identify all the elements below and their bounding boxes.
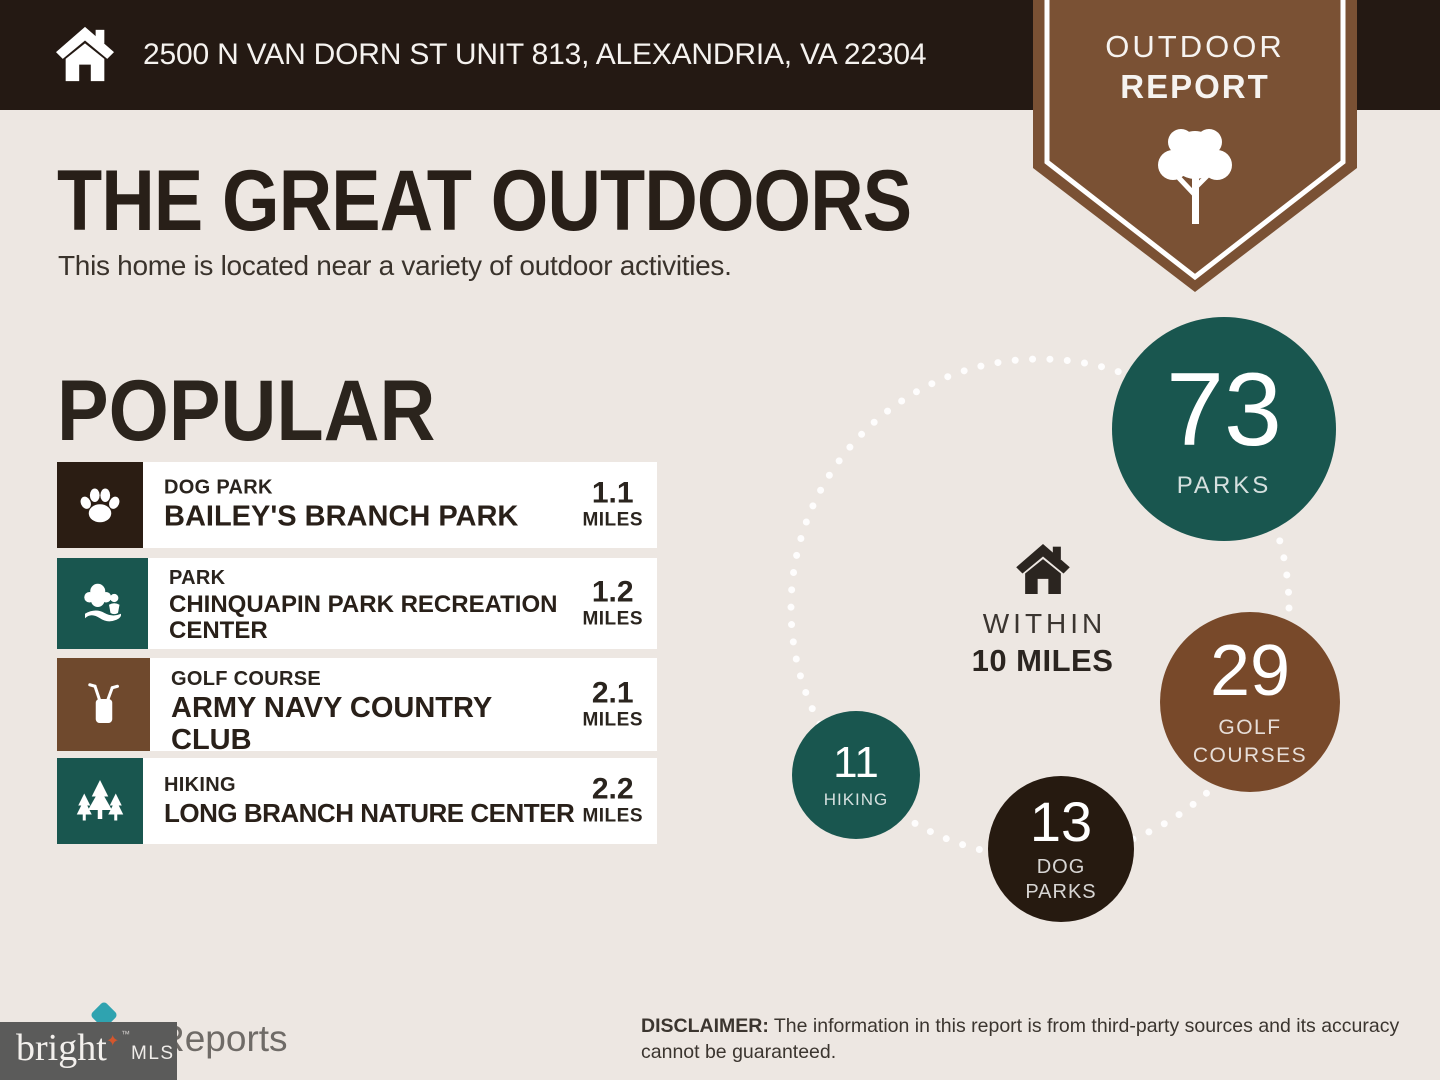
hiking-count-bubble: 11 HIKING xyxy=(792,711,920,839)
popular-row-park: PARK CHINQUAPIN PARK RECREATION CENTER 1… xyxy=(57,558,657,649)
row-distance: 2.2 MILES xyxy=(582,772,643,828)
dog-paw-icon xyxy=(80,488,120,523)
pine-trees-icon xyxy=(76,780,124,821)
popular-row-hiking: HIKING LONG BRANCH NATURE CENTER 2.2 MIL… xyxy=(57,758,657,844)
row-body: HIKING LONG BRANCH NATURE CENTER 2.2 MIL… xyxy=(143,758,657,844)
row-distance: 1.2 MILES xyxy=(582,577,643,630)
row-icon-tile xyxy=(57,758,143,844)
partial-reports-logo: Reports xyxy=(158,1018,288,1059)
golf-courses-count: 29 xyxy=(1209,631,1291,712)
row-icon-tile xyxy=(57,658,150,751)
popular-section-title: POPULAR xyxy=(57,363,436,459)
page-title: THE GREAT OUTDOORS xyxy=(57,153,912,249)
distance-unit: MILES xyxy=(582,608,643,629)
row-category: PARK xyxy=(169,567,226,589)
disclaimer-label: DISCLAIMER: xyxy=(641,1015,769,1037)
popular-row-golf-course: GOLF COURSE ARMY NAVY COUNTRY CLUB 2.1 M… xyxy=(57,658,657,751)
within-text: WITHIN xyxy=(982,608,1107,639)
popular-row-dog-park: DOG PARK BAILEY'S BRANCH PARK 1.1 MILES xyxy=(57,462,657,548)
dog-parks-label: DOG PARKS xyxy=(1025,855,1097,903)
row-body: DOG PARK BAILEY'S BRANCH PARK 1.1 MILES xyxy=(143,462,657,548)
golf-courses-count-bubble: 29 GOLF COURSES xyxy=(1160,612,1340,792)
parks-count: 73 xyxy=(1166,352,1282,468)
hiking-count: 11 xyxy=(833,737,879,787)
row-category: DOG PARK xyxy=(164,476,273,499)
distance-value: 2.1 xyxy=(591,676,634,709)
row-place-name: LONG BRANCH NATURE CENTER xyxy=(164,798,575,829)
distance-value: 2.2 xyxy=(591,772,634,806)
bright-wordmark: bright xyxy=(16,1027,107,1069)
ribbon-border xyxy=(1044,0,1346,281)
dog-parks-count-bubble: 13 DOG PARKS xyxy=(988,776,1134,922)
star-icon: ✦ xyxy=(106,1033,120,1050)
row-distance: 1.1 MILES xyxy=(582,476,643,532)
property-address: 2500 N VAN DORN ST UNIT 813, ALEXANDRIA,… xyxy=(143,38,927,71)
page-subtitle: This home is located near a variety of o… xyxy=(58,250,732,281)
hiking-label: HIKING xyxy=(823,789,889,809)
row-category: GOLF COURSE xyxy=(171,668,321,690)
row-category: HIKING xyxy=(164,774,236,797)
row-body: PARK CHINQUAPIN PARK RECREATION CENTER 1… xyxy=(148,558,657,649)
distance-value: 1.2 xyxy=(591,575,634,608)
bright-mls-logo: bright ✦ ™ MLS xyxy=(0,1022,177,1080)
park-icon xyxy=(83,583,121,621)
outdoor-report-ribbon: OUTDOOR REPORT xyxy=(1033,0,1357,292)
distance-unit: MILES xyxy=(582,709,643,730)
row-place-name: BAILEY'S BRANCH PARK xyxy=(164,500,519,533)
row-place-name: CHINQUAPIN PARK RECREATION CENTER xyxy=(169,591,558,645)
row-icon-tile xyxy=(57,558,148,649)
radius-center-label: WITHIN 10 MILES xyxy=(950,544,1135,679)
row-place-name: ARMY NAVY COUNTRY CLUB xyxy=(171,692,492,751)
ten-miles-text: 10 MILES xyxy=(971,643,1114,678)
trademark-symbol: ™ xyxy=(121,1029,130,1039)
tree-icon xyxy=(1158,129,1232,224)
parks-count-bubble: 73 PARKS xyxy=(1112,317,1336,541)
distance-unit: MILES xyxy=(582,805,643,827)
row-body: GOLF COURSE ARMY NAVY COUNTRY CLUB 2.1 M… xyxy=(150,658,657,751)
disclaimer-text: DISCLAIMER: The information in this repo… xyxy=(641,1015,1400,1063)
parks-label: PARKS xyxy=(1176,472,1272,499)
home-icon xyxy=(1015,544,1070,594)
distance-value: 1.1 xyxy=(591,476,634,510)
distance-unit: MILES xyxy=(582,509,643,531)
dog-parks-count: 13 xyxy=(1029,789,1093,853)
ribbon-title-line1: OUTDOOR xyxy=(1105,29,1284,64)
golf-bag-icon xyxy=(87,682,119,723)
ribbon-title-line2: REPORT xyxy=(1120,68,1270,105)
golf-courses-label: GOLF COURSES xyxy=(1192,716,1308,767)
mls-wordmark: MLS xyxy=(131,1043,175,1064)
row-distance: 2.1 MILES xyxy=(582,678,643,731)
row-icon-tile xyxy=(57,462,143,548)
house-icon xyxy=(56,26,114,82)
